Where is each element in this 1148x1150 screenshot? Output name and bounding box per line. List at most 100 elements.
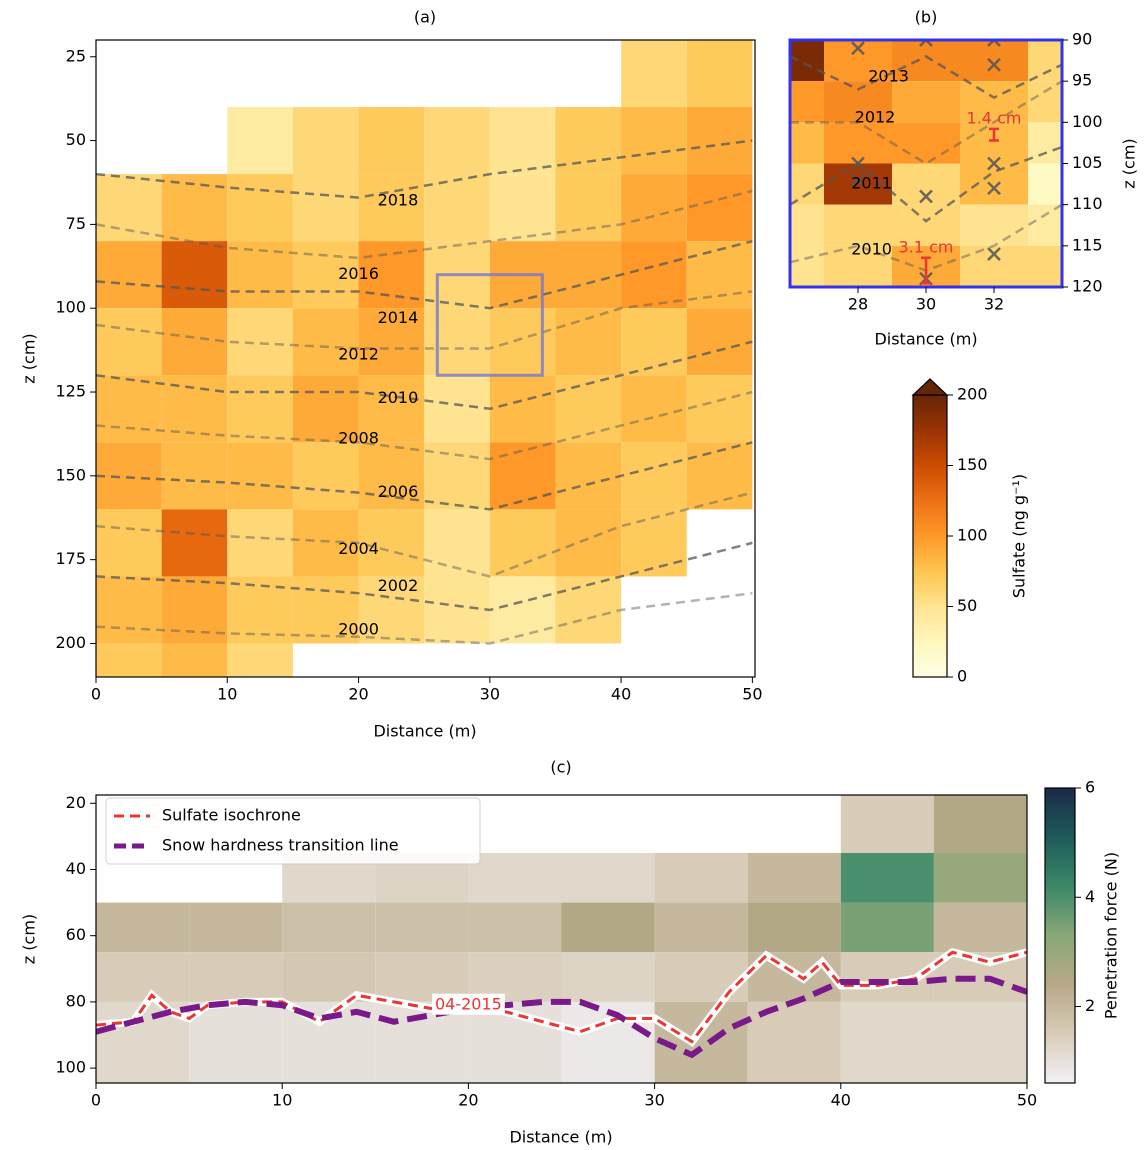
colorbar-tick-label: 100 xyxy=(957,526,988,545)
isochrone xyxy=(96,189,753,260)
panel: 2018201620142012201020082006200420022000… xyxy=(20,8,1029,741)
heat-cell xyxy=(892,163,960,205)
panel-title: (b) xyxy=(915,8,938,27)
annotation: 2012 xyxy=(338,345,379,364)
legend-frame xyxy=(105,797,481,865)
x-tick-label: 10 xyxy=(272,1091,292,1110)
heat-cell xyxy=(375,952,469,1002)
heat-cell xyxy=(96,643,162,677)
heat-cell xyxy=(686,107,753,175)
panel-title: (c) xyxy=(550,758,571,777)
heat-cell xyxy=(686,442,753,510)
heat-cell xyxy=(468,902,562,953)
heat-cell xyxy=(489,308,556,376)
y-tick-label: 20 xyxy=(66,793,86,812)
error-bar xyxy=(921,256,931,285)
heat-cell xyxy=(1028,163,1062,205)
colorbar-tick-label: 2 xyxy=(1085,996,1095,1015)
heat-cell xyxy=(555,442,622,510)
series-line xyxy=(96,950,1027,1044)
y-axis-label: z (cm) xyxy=(20,333,39,383)
colorbar-tick-label: 6 xyxy=(1085,778,1095,797)
heat-cell xyxy=(96,952,190,1002)
axes-frame xyxy=(95,794,1028,1084)
heat-cell xyxy=(686,308,753,376)
heat-cell xyxy=(654,902,748,953)
heat-cell xyxy=(960,204,1028,246)
heat-cell xyxy=(489,576,556,644)
heat-cell xyxy=(227,107,293,175)
heat-cell xyxy=(892,40,960,82)
y-tick-label: 150 xyxy=(55,465,86,484)
heat-cell xyxy=(686,375,753,443)
heat-cell xyxy=(424,107,490,175)
heat-cell xyxy=(96,902,190,953)
heat-cell xyxy=(292,576,359,644)
heat-cell xyxy=(161,576,228,644)
isochrone xyxy=(96,340,753,411)
x-marker xyxy=(919,189,933,204)
heat-cell xyxy=(189,952,283,1002)
heat-cell xyxy=(489,375,556,443)
x-tick-label: 32 xyxy=(984,295,1004,314)
x-tick-label: 10 xyxy=(217,685,237,704)
plot-area xyxy=(96,795,1027,1083)
heat-cell xyxy=(621,442,687,510)
heat-cell xyxy=(561,952,655,1002)
heat-cell xyxy=(555,241,622,309)
heat-cell xyxy=(96,375,162,443)
heat-cell xyxy=(1028,204,1062,246)
y-tick-label: 175 xyxy=(55,549,86,568)
heat-cell xyxy=(282,902,376,953)
plot-area xyxy=(96,40,753,677)
heat-cell xyxy=(489,442,556,510)
heat-cell xyxy=(358,107,425,175)
heat-cell xyxy=(227,241,293,309)
x-marker xyxy=(987,247,1001,261)
annotation-bg xyxy=(431,993,505,1015)
annotation: 2014 xyxy=(378,308,419,327)
annotation: 2006 xyxy=(378,482,419,501)
isochrone xyxy=(96,139,753,199)
y-tick-label: 100 xyxy=(1072,112,1103,131)
heat-cell xyxy=(686,241,753,309)
heat-cell xyxy=(747,902,841,953)
x-marker xyxy=(987,156,1001,171)
heat-cell xyxy=(960,245,1028,287)
annotation: 2000 xyxy=(338,620,379,639)
heat-cell xyxy=(227,442,293,510)
heat-cell xyxy=(227,375,293,443)
annotation: 2010 xyxy=(851,239,892,258)
heat-cell xyxy=(375,902,469,953)
heat-cell xyxy=(933,795,1027,853)
heat-cell xyxy=(1028,245,1062,287)
heat-cell xyxy=(489,509,556,577)
annotation: 2004 xyxy=(338,539,379,558)
heat-cell xyxy=(292,241,359,309)
legend: Sulfate isochrone Snow hardness transitio… xyxy=(105,797,481,865)
heat-cell xyxy=(892,122,960,164)
axes-frame xyxy=(95,39,756,678)
heat-cell xyxy=(96,174,162,242)
y-tick-label: 125 xyxy=(55,382,86,401)
x-tick-label: 30 xyxy=(644,1091,664,1110)
heat-cell xyxy=(686,40,753,108)
heat-cell xyxy=(358,174,425,242)
x-tick-label: 0 xyxy=(91,685,101,704)
x-tick-label: 40 xyxy=(831,1091,851,1110)
annotation: 2016 xyxy=(338,264,379,283)
heat-cell xyxy=(790,81,824,123)
heat-cell xyxy=(358,308,425,376)
y-tick-label: 25 xyxy=(66,46,86,65)
heat-cell xyxy=(358,509,425,577)
heat-cell xyxy=(555,509,622,577)
colorbar-tick-label: 0 xyxy=(957,667,967,686)
x-axis-label: Distance (m) xyxy=(373,722,476,741)
heat-cell xyxy=(161,509,228,577)
isochrone xyxy=(96,591,753,645)
inset-box xyxy=(435,273,544,377)
annotation: 2002 xyxy=(378,576,419,595)
y-tick-label: 75 xyxy=(66,214,86,233)
heat-cell xyxy=(561,902,655,953)
